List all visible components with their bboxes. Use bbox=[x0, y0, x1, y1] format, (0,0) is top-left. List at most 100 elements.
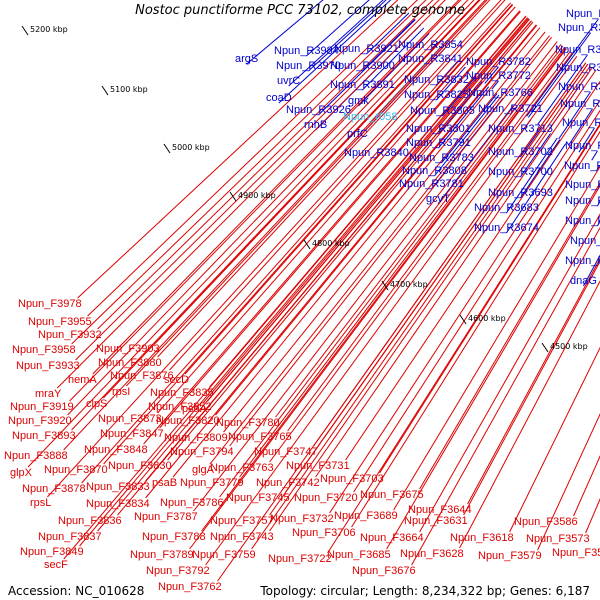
forward-gene-label-16: Npun_R3832 bbox=[404, 74, 469, 86]
reverse-gene-label-63: Npun_F3759 bbox=[192, 549, 256, 561]
reverse-leader-line bbox=[209, 35, 550, 465]
reverse-leader-line bbox=[386, 184, 600, 550]
tick-marks: 5200 kbp 5100 kbp 5000 kbp 4900 kbp 4800 kbp… bbox=[21, 25, 588, 353]
tick-line bbox=[381, 280, 389, 291]
tick-label: 4800 kbp bbox=[312, 239, 350, 248]
reverse-gene-label-39: Npun_F3878 bbox=[22, 483, 86, 495]
forward-gene-label-40: Npun_R3658 bbox=[560, 98, 600, 110]
reverse-gene-label-71: Npun_F3579 bbox=[478, 550, 542, 562]
reverse-gene-label-20: Npun_F3780 bbox=[216, 417, 280, 429]
reverse-leader-line bbox=[67, 0, 469, 416]
forward-gene-label-12: prfC bbox=[347, 128, 368, 140]
reverse-leader-line bbox=[269, 63, 589, 516]
reverse-leader-line bbox=[315, 69, 597, 478]
reverse-leader-line bbox=[143, 10, 521, 445]
reverse-gene-label-32: glpX bbox=[10, 467, 33, 479]
reverse-leader-line bbox=[103, 3, 513, 465]
forward-gene-label-7: Npun_R3921 bbox=[334, 43, 399, 55]
forward-gene-label-14: Npun_R3854 bbox=[398, 39, 463, 51]
reverse-gene-label-35: Npun_F3779 bbox=[180, 477, 244, 489]
forward-leader-line bbox=[491, 80, 499, 90]
tick-line bbox=[229, 191, 237, 202]
reverse-leader-line bbox=[63, 15, 527, 560]
reverse-gene-label-38: Npun_F3703 bbox=[320, 473, 384, 485]
reverse-gene-label-54: Npun_F3788 bbox=[142, 531, 206, 543]
forward-leader-line bbox=[595, 164, 600, 172]
reverse-leader-line bbox=[92, 0, 460, 375]
reverse-leader-line bbox=[467, 257, 600, 505]
tick-line bbox=[163, 143, 171, 154]
tick-line bbox=[303, 239, 311, 250]
forward-leader-line bbox=[278, 0, 392, 104]
forward-gene-label-13: Npun_R3840 bbox=[344, 147, 409, 159]
forward-gene-label-29: Npun_R3713 bbox=[488, 123, 553, 135]
forward-gene-label-36: Npun_R3692 bbox=[558, 22, 600, 34]
forward-gene-label-42: Npun_R3642 bbox=[565, 140, 600, 152]
reverse-leader-line bbox=[81, 2, 512, 484]
forward-gene-label-46: Npun_R3615 bbox=[565, 215, 600, 227]
forward-gene-label-1: Npun_R3984 bbox=[274, 45, 339, 57]
reverse-gene-label-10: mraY bbox=[35, 388, 62, 400]
reverse-gene-label-51: Npun_F3689 bbox=[334, 510, 398, 522]
forward-gene-label-15: Npun_R3841 bbox=[398, 53, 463, 65]
reverse-leader-line bbox=[219, 45, 564, 498]
forward-leader-line bbox=[441, 93, 498, 164]
reverse-gene-label-25: Npun_F3848 bbox=[84, 444, 148, 456]
forward-leader-line bbox=[308, 0, 387, 72]
forward-gene-label-3: uvrC bbox=[277, 75, 300, 87]
forward-leader-line bbox=[436, 60, 459, 86]
forward-gene-label-34: Npun_R3674 bbox=[474, 222, 539, 234]
forward-gene-label-45: Npun_R3622 bbox=[565, 195, 600, 207]
reverse-leader-line bbox=[463, 260, 600, 516]
reverse-leader-line bbox=[419, 213, 600, 533]
forward-gene-label-20: Npun_R3791 bbox=[406, 137, 471, 149]
forward-leader-line bbox=[246, 0, 324, 65]
reverse-leader-line bbox=[223, 31, 546, 433]
forward-gene-label-17: Npun_R3825 bbox=[404, 89, 469, 101]
reverse-gene-label-48: Npun_F3787 bbox=[134, 511, 198, 523]
reverse-gene-label-47: Npun_F3836 bbox=[58, 515, 122, 527]
reverse-gene-label-70: Npun_F3676 bbox=[352, 565, 416, 577]
forward-leader-line bbox=[306, 0, 370, 57]
reverse-gene-label-14: clpS bbox=[86, 398, 107, 410]
reverse-gene-label-19: Npun_F3820 bbox=[156, 415, 220, 427]
reverse-leader-line bbox=[47, 0, 502, 498]
reverse-leader-line bbox=[351, 130, 600, 528]
reverse-gene-label-9: secD bbox=[164, 374, 189, 386]
forward-leader-line bbox=[591, 150, 598, 161]
reverse-leader-line bbox=[419, 181, 600, 490]
reverse-leader-line bbox=[329, 99, 600, 514]
forward-gene-label-23: Npun_R3781 bbox=[399, 178, 464, 190]
reverse-gene-label-73: Npun_F3762 bbox=[158, 581, 222, 593]
forward-gene-label-9: Npun_R3891 bbox=[330, 79, 395, 91]
reverse-leader-line bbox=[239, 47, 566, 478]
gene-labels: argSNpun_R3984Npun_R3970uvrCcoaDNpun_R39… bbox=[4, 8, 600, 593]
reverse-gene-label-67: secF bbox=[44, 559, 68, 571]
reverse-leader-line bbox=[537, 413, 600, 551]
tick-line bbox=[101, 85, 109, 96]
tick-label: 4700 kbp bbox=[390, 280, 428, 289]
forward-leader-line bbox=[526, 18, 599, 117]
reverse-leader-line bbox=[167, 21, 534, 461]
reverse-leader-line bbox=[97, 0, 434, 330]
reverse-leader-line bbox=[585, 497, 600, 534]
reverse-gene-label-57: Npun_F3664 bbox=[360, 532, 424, 544]
forward-leader-line bbox=[520, 133, 552, 178]
forward-leader-line bbox=[578, 127, 595, 153]
reverse-gene-label-56: Npun_F3706 bbox=[292, 527, 356, 539]
forward-gene-label-6: rnhB bbox=[304, 119, 327, 131]
reverse-gene-label-58: Npun_F3631 bbox=[404, 515, 468, 527]
reverse-leader-line bbox=[157, 6, 516, 414]
reverse-gene-label-28: Npun_F3888 bbox=[4, 450, 68, 462]
reverse-gene-label-1: Npun_F3955 bbox=[28, 316, 92, 328]
forward-gene-label-22: Npun_R3808 bbox=[402, 165, 467, 177]
forward-leader-line bbox=[430, 41, 439, 51]
reverse-gene-label-64: Npun_F3685 bbox=[327, 549, 391, 561]
tick-label: 4600 kbp bbox=[468, 314, 506, 323]
forward-gene-label-32: Npun_R3693 bbox=[488, 187, 553, 199]
reverse-gene-label-0: Npun_F3978 bbox=[18, 298, 82, 310]
forward-gene-label-43: Npun_R3636 bbox=[564, 160, 600, 172]
forward-leader-line bbox=[438, 86, 490, 149]
reverse-leader-line bbox=[71, 0, 480, 431]
reverse-leader-line bbox=[202, 17, 529, 404]
